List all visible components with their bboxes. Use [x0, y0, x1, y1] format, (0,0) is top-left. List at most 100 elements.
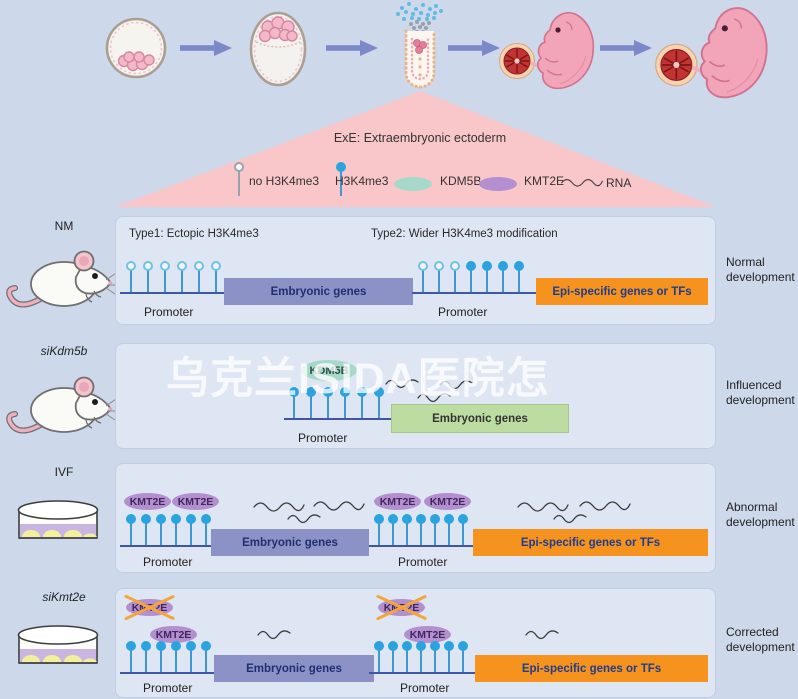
condition-label-sikdm5b: siKdm5b — [40, 344, 88, 358]
promoter-line — [369, 672, 475, 674]
h3k4me3-open-lollipop — [125, 261, 136, 293]
promoter-line — [120, 292, 224, 294]
fetus-placenta-icon — [652, 0, 774, 104]
mouse-icon — [6, 362, 116, 442]
kmt2e-oval: KMT2E — [404, 626, 451, 643]
epi-genes-box: Epi-specific genes or TFs — [475, 655, 708, 682]
kmt2e-oval-knocked-down: KMT2E — [126, 599, 173, 616]
blastocyst-icon — [104, 15, 168, 81]
h3k4me3-filled-lollipop — [401, 641, 412, 673]
h3k4me3-lollipop-row — [125, 261, 221, 293]
promoter-label: Promoter — [400, 681, 450, 695]
outcome-influenced: Influenced development — [726, 378, 795, 408]
legend-label-kmt2e: KMT2E — [524, 174, 565, 188]
h3k4me3-filled-lollipop — [457, 514, 468, 546]
h3k4me3-filled-lollipop — [200, 514, 211, 546]
h3k4me3-lollipop-row — [125, 641, 211, 673]
exe-title: ExE: Extraembryonic ectoderm — [333, 131, 507, 145]
h3k4me3-open-lollipop — [176, 261, 187, 293]
h3k4me3-filled-lollipop — [170, 641, 181, 673]
h3k4me3-open-lollipop — [142, 261, 153, 293]
kmt2e-oval-icon — [479, 177, 517, 191]
panel-sikdm5b: KDM5B Embryonic genes Promoter — [115, 343, 716, 449]
rna-squiggle-icon — [578, 497, 632, 513]
no-h3k4me3-lollipop-icon — [233, 162, 244, 196]
h3k4me3-filled-lollipop — [415, 641, 426, 673]
legend-label-rna: RNA — [606, 176, 632, 190]
rna-squiggle-icon — [524, 627, 560, 641]
legend-label-no-h3k4me3: no H3K4me3 — [249, 174, 320, 188]
late-blastocyst-icon — [246, 10, 310, 88]
h3k4me3-filled-lollipop — [322, 387, 333, 419]
petri-dish-icon — [14, 621, 102, 675]
h3k4me3-lollipop-row — [373, 641, 468, 673]
h3k4me3-filled-lollipop — [373, 641, 384, 673]
h3k4me3-filled-lollipop — [373, 514, 384, 546]
kdm5b-oval-icon — [394, 177, 432, 191]
condition-label-ivf: IVF — [54, 465, 74, 479]
arrow-right-icon — [448, 40, 500, 56]
promoter-line — [284, 418, 401, 420]
h3k4me3-filled-lollipop — [497, 261, 508, 293]
h3k4me3-lollipop-row — [125, 514, 211, 546]
h3k4me3-filled-lollipop — [125, 514, 136, 546]
h3k4me3-filled-lollipop — [140, 641, 151, 673]
kmt2e-oval: KMT2E — [172, 493, 219, 510]
epi-genes-box: Epi-specific genes or TFs — [473, 529, 708, 556]
h3k4me3-lollipop-row — [288, 387, 384, 419]
h3k4me3-filled-lollipop — [387, 641, 398, 673]
egg-cylinder-icon — [384, 1, 456, 99]
arrow-right-icon — [600, 40, 652, 56]
h3k4me3-open-lollipop — [159, 261, 170, 293]
promoter-line — [120, 545, 211, 547]
h3k4me3-lollipop-row — [417, 261, 524, 293]
h3k4me3-filled-lollipop — [443, 514, 454, 546]
h3k4me3-filled-lollipop — [288, 387, 299, 419]
h3k4me3-filled-lollipop — [373, 387, 384, 419]
h3k4me3-open-lollipop — [433, 261, 444, 293]
h3k4me3-filled-lollipop — [140, 514, 151, 546]
embryonic-genes-box: Embryonic genes — [214, 655, 374, 682]
h3k4me3-filled-lollipop — [200, 641, 211, 673]
promoter-label: Promoter — [143, 555, 193, 569]
embryonic-genes-box: Embryonic genes — [224, 278, 413, 305]
h3k4me3-filled-lollipop — [185, 641, 196, 673]
h3k4me3-filled-lollipop — [185, 514, 196, 546]
h3k4me3-filled-lollipop — [415, 514, 426, 546]
promoter-line — [120, 672, 214, 674]
h3k4me3-filled-lollipop — [429, 514, 440, 546]
h3k4me3-filled-lollipop — [387, 514, 398, 546]
h3k4me3-filled-lollipop — [457, 641, 468, 673]
h3k4me3-filled-lollipop — [443, 641, 454, 673]
legend-label-kdm5b: KDM5B — [440, 174, 482, 188]
panel-sikmt2e: KMT2E KMT2E Embryonic genes Promoter KMT… — [115, 588, 716, 698]
kmt2e-oval: KMT2E — [124, 493, 171, 510]
watermark: 乌克兰ISIDA医院怎 — [166, 355, 550, 403]
type1-label: Type1: Ectopic H3K4me3 — [129, 228, 259, 240]
h3k4me3-lollipop-row — [373, 514, 468, 546]
h3k4me3-filled-lollipop — [401, 514, 412, 546]
h3k4me3-filled-lollipop — [339, 387, 350, 419]
h3k4me3-filled-lollipop — [356, 387, 367, 419]
promoter-label: Promoter — [143, 681, 193, 695]
h3k4me3-filled-lollipop — [305, 387, 316, 419]
promoter-label: Promoter — [438, 305, 488, 319]
h3k4me3-lollipop-icon — [335, 162, 346, 196]
h3k4me3-open-lollipop — [417, 261, 428, 293]
panel-ivf: KMT2E KMT2E Embryonic genes Promoter KMT… — [115, 463, 716, 573]
promoter-label: Promoter — [144, 305, 194, 319]
h3k4me3-filled-lollipop — [429, 641, 440, 673]
h3k4me3-open-lollipop — [210, 261, 221, 293]
kmt2e-oval: KMT2E — [150, 626, 197, 643]
h3k4me3-filled-lollipop — [465, 261, 476, 293]
h3k4me3-filled-lollipop — [155, 641, 166, 673]
embryonic-genes-box: Embryonic genes — [391, 404, 569, 433]
rna-squiggle-icon — [560, 174, 604, 190]
outcome-normal: Normal development — [726, 255, 795, 285]
h3k4me3-filled-lollipop — [125, 641, 136, 673]
h3k4me3-filled-lollipop — [513, 261, 524, 293]
kmt2e-oval: KMT2E — [424, 493, 471, 510]
outcome-abnormal: Abnormal development — [726, 500, 795, 530]
petri-dish-icon — [14, 496, 102, 550]
